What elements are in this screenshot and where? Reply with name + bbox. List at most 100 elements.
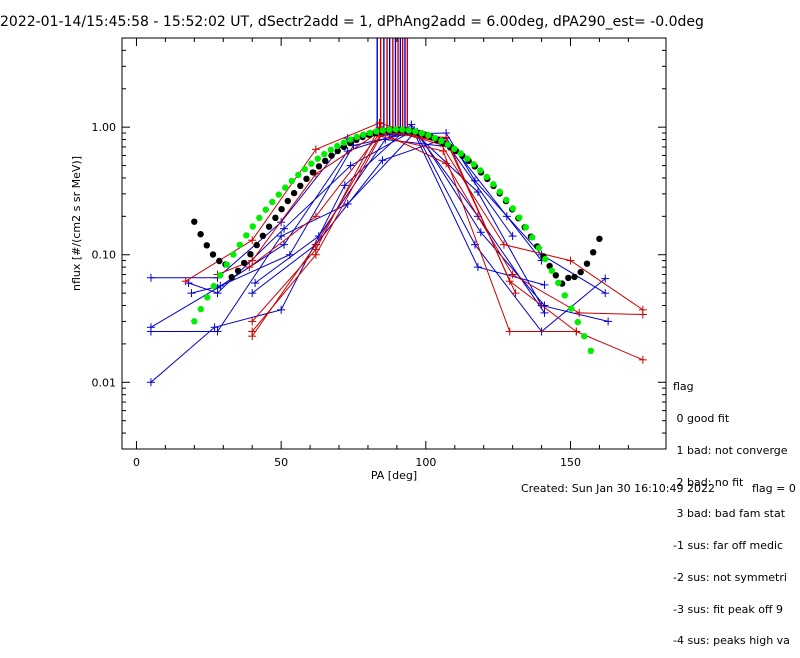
fit-point-green: [334, 142, 341, 150]
fit-point-black: [234, 267, 242, 274]
fit-point-green: [249, 223, 256, 230]
x-tick-label: 0: [133, 456, 140, 469]
vertical-lines: [376, 38, 409, 137]
series-marker: [146, 378, 155, 387]
fit-point-green: [457, 150, 464, 157]
series-line: [150, 132, 606, 294]
fit-point-green: [321, 150, 328, 158]
fit-point-green: [522, 224, 529, 231]
series-marker: [248, 256, 257, 265]
series-marker: [248, 327, 257, 336]
series-marker: [213, 327, 222, 336]
fit-point-green: [230, 251, 237, 258]
fit-point-black: [297, 182, 304, 189]
fit-point-black: [596, 235, 603, 242]
fit-point-green: [431, 134, 438, 142]
legend-item: 3 bad: bad fam stat: [673, 507, 786, 521]
fit-point-green: [503, 196, 510, 204]
fit-point-green: [561, 292, 568, 299]
fit-point-green: [223, 261, 230, 268]
fit-point-green: [451, 145, 458, 152]
plot-title: 2022-01-14/15:45:58 - 15:52:02 UT, dSect…: [0, 14, 704, 30]
series-marker: [248, 236, 257, 245]
fit-point-green: [236, 241, 243, 248]
y-tick-label: 0.10: [92, 249, 117, 262]
fit-point-black: [216, 257, 223, 265]
series-marker: [442, 159, 451, 168]
fit-point-green: [392, 126, 399, 133]
series-marker: [540, 308, 549, 317]
series-marker: [505, 327, 514, 336]
fit-point-green: [314, 155, 321, 162]
plot-frame: [121, 37, 667, 450]
x-tick-label: 50: [274, 456, 288, 469]
flag-legend: flag 0 good fit 1 bad: not converge 2 ba…: [673, 361, 790, 658]
fit-point-green: [295, 171, 302, 179]
fit-point-green: [340, 139, 347, 146]
series-marker: [146, 327, 155, 336]
fit-point-green: [483, 173, 490, 181]
fit-point-black: [247, 251, 254, 258]
fit-point-green: [301, 165, 308, 173]
fit-point-green: [327, 146, 334, 153]
series-marker: [280, 240, 289, 249]
fit-point-black: [265, 223, 273, 230]
series-marker: [378, 156, 387, 165]
series-marker: [346, 161, 355, 170]
legend-item: 2 bad: no fit: [673, 475, 744, 489]
fit-point-black: [228, 274, 235, 281]
series-marker: [280, 224, 289, 233]
fit-point-green: [210, 282, 217, 290]
fit-point-green: [490, 181, 497, 188]
legend-item: 0 good fit: [673, 411, 730, 425]
fit-point-green: [197, 305, 204, 313]
series-marker: [248, 317, 257, 326]
fit-point-green: [587, 347, 594, 354]
series-marker: [381, 135, 390, 144]
series-marker: [601, 274, 610, 283]
fit-point-green: [581, 333, 588, 340]
fit-point-green: [496, 188, 503, 195]
fit-point-green: [360, 131, 367, 138]
fit-point-green: [477, 167, 484, 174]
series-marker: [213, 289, 222, 298]
fit-point-green: [542, 255, 549, 263]
legend-item: -1 sus: far off medic: [673, 539, 784, 553]
fit-point-green: [438, 137, 445, 145]
x-tick-label: 100: [415, 456, 436, 469]
fit-point-black: [571, 273, 578, 281]
series-marker: [216, 281, 225, 290]
series-marker: [439, 147, 448, 156]
series-line: [150, 123, 606, 383]
y-tick-label: 1.00: [92, 121, 117, 134]
fit-point-black: [290, 189, 298, 197]
series-line: [251, 137, 542, 294]
fit-point-green: [191, 318, 198, 325]
fit-point-black: [191, 218, 198, 225]
fit-point-green: [509, 205, 516, 212]
fit-point-black: [590, 249, 597, 256]
series-marker: [146, 273, 155, 282]
series-marker: [508, 232, 517, 241]
axes: 0 50 100 150 0.01 0.10 1.00 PA [deg] nflux [#/(c…: [70, 37, 667, 482]
series-marker: [277, 218, 286, 227]
fit-point-black: [328, 152, 335, 159]
series-marker: [277, 232, 286, 241]
fit-point-green: [574, 318, 581, 326]
fit-point-black: [309, 169, 316, 176]
series-line: [150, 129, 609, 328]
fit-point-green: [288, 177, 295, 185]
fit-point-green: [373, 128, 380, 135]
fit-point-black: [209, 251, 217, 258]
flag-value: flag = 0: [752, 482, 796, 495]
series-marker: [511, 289, 520, 298]
fit-point-green: [399, 126, 406, 133]
fit-point-green: [555, 279, 562, 286]
legend-item: 1 bad: not converge: [673, 443, 788, 457]
fit-point-green: [262, 206, 269, 213]
fit-point-green: [464, 155, 471, 162]
fit-point-black: [315, 163, 323, 170]
fit-point-green: [386, 126, 393, 133]
fit-point-green: [217, 272, 224, 279]
fit-point-black: [253, 241, 260, 249]
